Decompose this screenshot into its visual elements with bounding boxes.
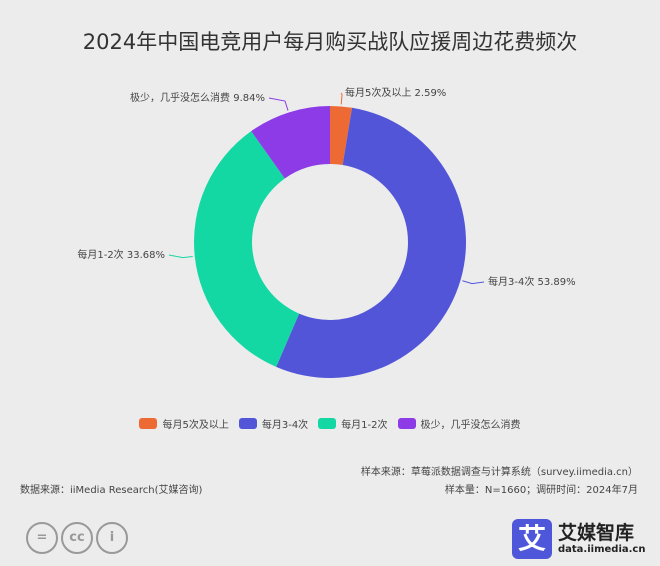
sample-source: 样本来源：草莓派数据调查与计算系统（survey.iimedia.cn） bbox=[360, 467, 638, 478]
legend-swatch bbox=[139, 418, 158, 429]
leader-line-2 bbox=[168, 254, 193, 259]
slice-2 bbox=[194, 131, 300, 367]
legend-item-2[interactable]: 每月1-2次 bbox=[318, 416, 388, 431]
sample-size: 样本量：N=1660；调研时间：2024年7月 bbox=[444, 485, 638, 496]
slice-label-3: 极少，几乎没怎么消费 9.84% bbox=[130, 91, 265, 104]
cc-equals-icon: = bbox=[26, 522, 58, 554]
slice-label-1: 每月3-4次 53.89% bbox=[488, 275, 576, 288]
legend-item-0[interactable]: 每月5次及以上 bbox=[139, 416, 229, 431]
legend-item-3[interactable]: 极少，几乎没怎么消费 bbox=[397, 416, 521, 431]
legend-label: 每月1-2次 bbox=[341, 420, 388, 431]
brand-url: data.iimedia.cn bbox=[558, 544, 646, 555]
slice-label-0: 每月5次及以上 2.59% bbox=[345, 86, 446, 99]
donut-chart: 每月5次及以上 2.59% 每月3-4次 53.89% 每月1-2次 33.68% 极… bbox=[77, 86, 576, 378]
legend-label: 极少，几乎没怎么消费 bbox=[420, 420, 521, 431]
chart-title: 2024年中国电竞用户每月购买战队应援周边花费频次 bbox=[82, 30, 578, 54]
leader-line-1 bbox=[462, 280, 485, 285]
cc-icon: cc bbox=[61, 522, 93, 554]
legend-swatch bbox=[238, 418, 257, 429]
cc-person-icon: i bbox=[96, 522, 128, 554]
slice-0 bbox=[330, 106, 353, 166]
brand-name: 艾媒智库 bbox=[558, 522, 635, 544]
data-source: 数据来源：iiMedia Research(艾媒咨询) bbox=[20, 485, 203, 496]
legend-item-1[interactable]: 每月3-4次 bbox=[238, 416, 309, 431]
legend-label: 每月5次及以上 bbox=[162, 420, 229, 431]
slice-3 bbox=[251, 106, 330, 179]
legend-label: 每月3-4次 bbox=[261, 420, 309, 431]
legend-swatch bbox=[397, 418, 416, 429]
leader-line-0 bbox=[340, 92, 343, 105]
legend-swatch bbox=[318, 418, 337, 429]
slice-1 bbox=[276, 107, 466, 378]
legend: 每月5次及以上 每月3-4次 每月1-2次 极少，几乎没怎么消费 bbox=[0, 416, 660, 431]
iimedia-logo: 艾 bbox=[512, 519, 552, 559]
slice-label-2: 每月1-2次 33.68% bbox=[77, 248, 165, 261]
leader-line-3 bbox=[268, 97, 289, 111]
